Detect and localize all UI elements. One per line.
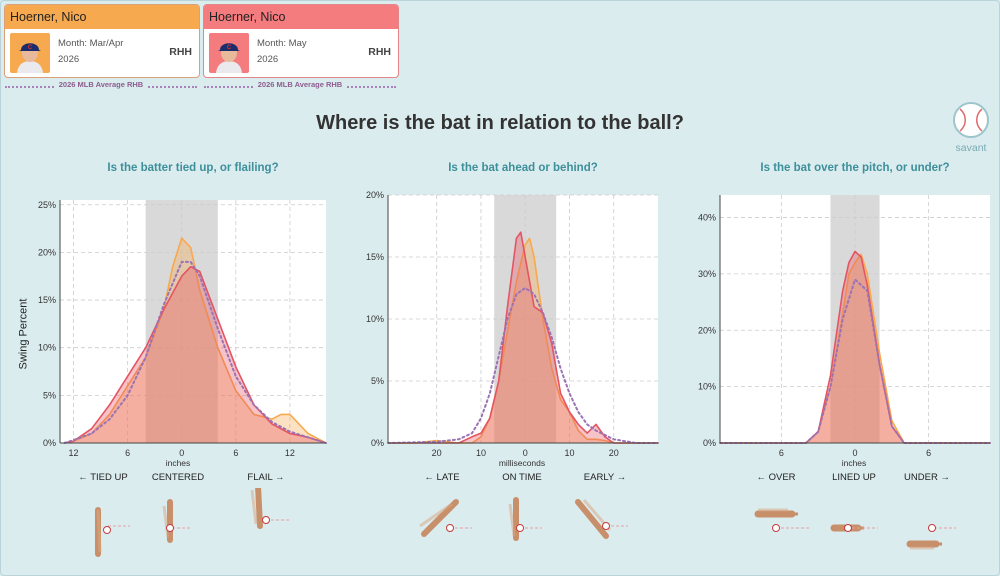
bat-early-icon [575,499,628,539]
y-tick-label: 40% [698,213,716,223]
direction-label: ← LATE [424,472,460,483]
svg-text:C: C [227,45,232,51]
average-legend-label: 2026 MLB Average RHB [55,80,147,89]
card-month: Month: May [257,38,307,49]
bat-late-icon [419,499,472,537]
direction-label: ← TIED UP [78,472,128,483]
average-legend-1: 2026 MLB Average RHB [5,80,197,92]
bat-under-icon [906,524,956,550]
x-tick-label: 6 [926,448,931,458]
x-tick-label: 6 [233,448,238,458]
player-avatar: C [10,33,50,73]
direction-label: UNDER → [904,472,950,483]
series-area [388,238,658,443]
series-area [388,232,658,443]
average-line [719,277,991,444]
player-card-2[interactable]: Hoerner, Nico C Month: May 2026 RHH [203,4,399,78]
chart-3-title: Is the bat over the pitch, or under? [760,162,950,174]
average-legend-label: 2026 MLB Average RHB [254,80,346,89]
player-avatar: C [209,33,249,73]
series-area [64,266,326,443]
y-tick-label: 15% [38,295,56,305]
average-line [63,260,327,444]
x-tick-label: 20 [432,448,442,458]
direction-label: CENTERED [151,472,205,483]
x-axis-label: inches [165,458,191,468]
bat-flail-icon [250,488,290,529]
y-tick-label: 20% [698,325,716,335]
chart-2-title: Is the bat ahead or behind? [448,162,598,174]
direction-label: FLAIL → [247,472,285,483]
page-title: Where is the bat in relation to the ball… [316,112,684,134]
average-line [387,286,659,444]
y-tick-label: 0% [703,438,716,448]
x-tick-label: 12 [285,448,295,458]
x-tick-label: 0 [179,448,184,458]
bat-tied-up-icon [95,507,130,557]
bat-illustrations-1 [95,488,290,557]
card-month: Month: Mar/Apr [58,38,124,49]
direction-label: LINED UP [832,472,876,483]
savant-logo-text: savant [955,142,987,154]
y-tick-label: 15% [366,252,384,262]
x-tick-label: 6 [779,448,784,458]
y-tick-label: 5% [371,376,384,386]
x-tick-label: 10 [476,448,486,458]
chart-vertical: 0% 10% 20% 30% 40% 6 0 6 [698,195,991,458]
y-tick-label: 0% [371,438,384,448]
direction-label: ← OVER [756,472,796,483]
player-name: Hoerner, Nico [204,5,398,29]
y-tick-label: 10% [366,314,384,324]
bat-illustrations-2 [419,497,628,541]
x-tick-label: 20 [609,448,619,458]
y-tick-label: 25% [38,200,56,210]
y-tick-label: 0% [43,438,56,448]
card-hand: RHH [169,46,192,58]
bat-lined-up-icon [830,524,878,532]
direction-label: EARLY → [583,472,627,483]
x-tick-label: 6 [125,448,130,458]
chart-timing: 0% 5% 10% 15% 20% 20 10 0 10 20 [366,190,659,458]
x-axis-label: milliseconds [498,458,546,468]
series-line [388,231,658,444]
bat-centered-icon [162,499,192,543]
chart-1-title: Is the batter tied up, or flailing? [107,162,279,174]
x-axis-label: inches [841,458,867,468]
series-area [720,254,990,443]
y-tick-label: 30% [698,269,716,279]
y-axis-label: Swing Percent [17,298,30,370]
y-tick-label: 5% [43,390,56,400]
chart-swing-path: 0% 5% 10% 15% 20% 25% 12 6 0 6 12 [38,200,327,458]
x-tick-label: 12 [69,448,79,458]
y-tick-label: 20% [366,190,384,200]
y-tick-label: 20% [38,247,56,257]
savant-logo[interactable]: savant [951,100,991,156]
bat-on-time-icon [508,497,542,541]
y-tick-label: 10% [38,343,56,353]
series-area [720,251,990,443]
player-name: Hoerner, Nico [5,5,199,29]
series-line [64,237,327,444]
x-tick-label: 10 [564,448,574,458]
average-legend-2: 2026 MLB Average RHB [204,80,396,92]
y-tick-label: 10% [698,382,716,392]
card-season: 2026 [58,54,80,65]
bat-over-icon [754,508,810,532]
baseball-icon [953,102,989,138]
direction-label: ON TIME [502,472,542,483]
x-tick-label: 0 [523,448,528,458]
series-line [64,265,327,444]
card-hand: RHH [368,46,391,58]
svg-text:C: C [28,45,33,51]
x-tick-label: 0 [852,448,857,458]
player-card-1[interactable]: Hoerner, Nico C Month: Mar/Apr 2026 RHH [4,4,200,78]
card-season: 2026 [257,54,279,65]
bat-illustrations-3 [754,508,956,550]
